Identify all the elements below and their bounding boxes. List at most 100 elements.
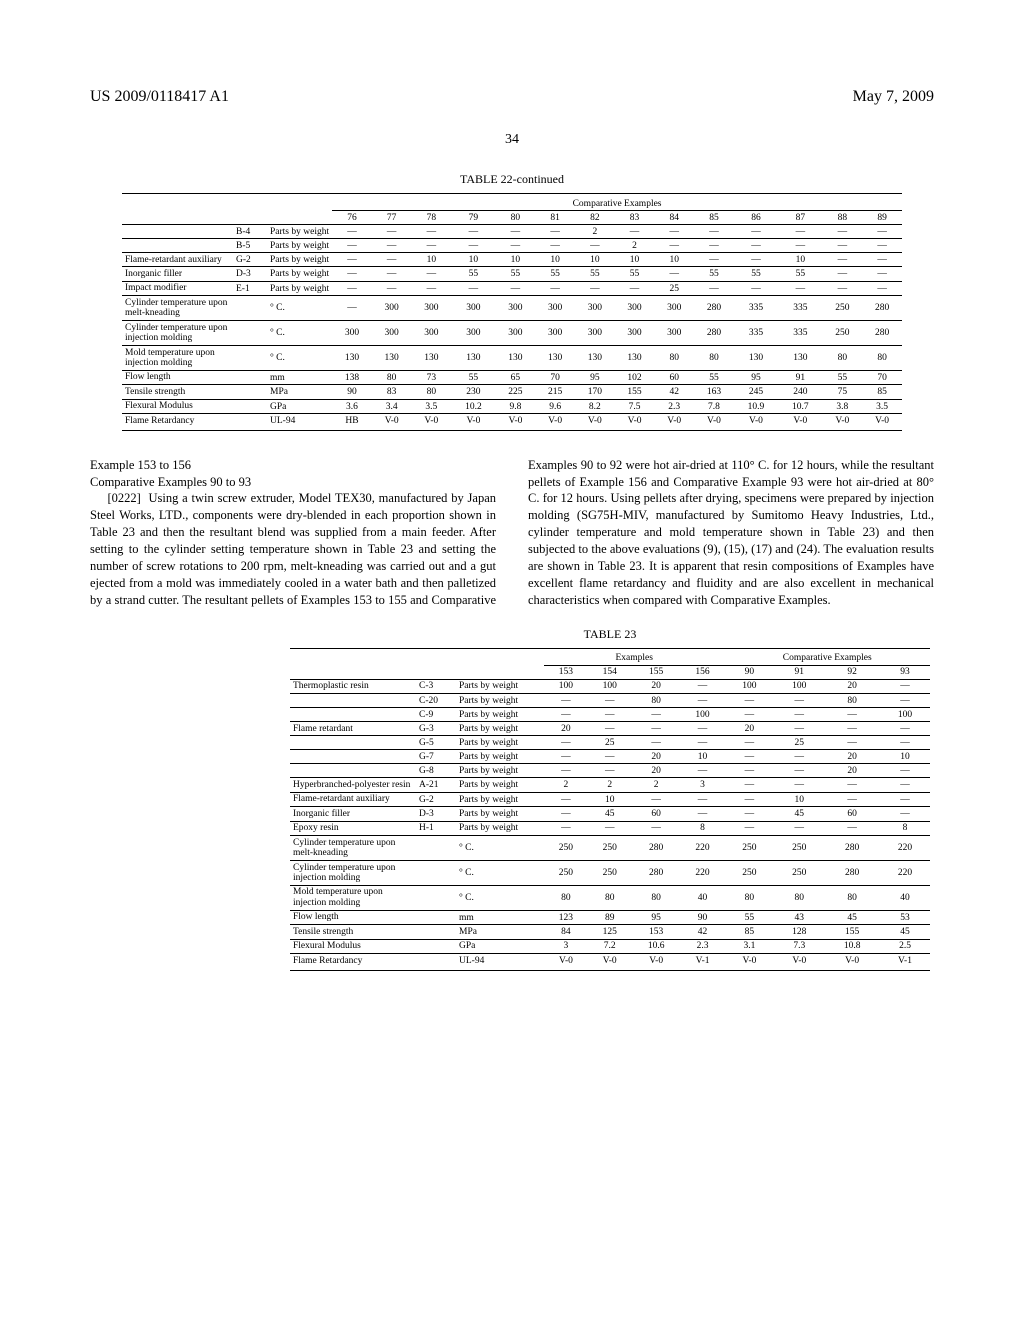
t22-unit: UL-94 bbox=[267, 414, 332, 428]
t23-unit: Parts by weight bbox=[456, 778, 544, 792]
t23-cell: 3 bbox=[544, 939, 588, 953]
t22-cell: 3.5 bbox=[412, 399, 452, 413]
t22-unit: Parts by weight bbox=[267, 239, 332, 253]
t23-unit: Parts by weight bbox=[456, 750, 544, 764]
t23-cell: 20 bbox=[632, 764, 681, 778]
t23-cell: — bbox=[588, 821, 632, 835]
t23-cell: 2 bbox=[588, 778, 632, 792]
t22-unit: ° C. bbox=[267, 321, 332, 346]
t23-unit: ° C. bbox=[456, 885, 544, 910]
t22-cell: 55 bbox=[694, 370, 734, 384]
t22-cell: 300 bbox=[412, 321, 452, 346]
t22-code bbox=[233, 385, 267, 399]
table23-title: TABLE 23 bbox=[290, 627, 930, 642]
t22-cell: 155 bbox=[615, 385, 655, 399]
t22-cell: 300 bbox=[496, 296, 536, 321]
t23-cell: — bbox=[774, 821, 824, 835]
t22-cell: 163 bbox=[694, 385, 734, 399]
t22-cell: — bbox=[575, 239, 615, 253]
t23-cell: 84 bbox=[544, 925, 588, 939]
t23-cell: 2.5 bbox=[880, 939, 930, 953]
t23-cell: 45 bbox=[774, 807, 824, 821]
t23-unit: GPa bbox=[456, 939, 544, 953]
t23-cell: V-0 bbox=[544, 954, 588, 968]
t22-cell: 230 bbox=[451, 385, 495, 399]
t22-col: 79 bbox=[451, 211, 495, 225]
publication-number: US 2009/0118417 A1 bbox=[90, 88, 229, 106]
t22-col: 76 bbox=[332, 211, 372, 225]
t22-cell: 102 bbox=[615, 370, 655, 384]
t22-cell: 10 bbox=[451, 253, 495, 267]
t22-cell: — bbox=[734, 281, 778, 295]
t23-cell: 155 bbox=[824, 925, 880, 939]
t22-cell: 85 bbox=[862, 385, 902, 399]
t23-cell: V-0 bbox=[588, 954, 632, 968]
paragraph-col1: Using a twin screw extruder, Model TEX30… bbox=[90, 491, 496, 606]
t22-cell: — bbox=[615, 281, 655, 295]
t23-cell: 100 bbox=[588, 679, 632, 693]
t22-cell: — bbox=[862, 225, 902, 239]
t22-cell: V-0 bbox=[734, 414, 778, 428]
t22-cell: 280 bbox=[694, 321, 734, 346]
t22-rowlabel: Impact modifier bbox=[122, 281, 233, 295]
t23-cell: — bbox=[681, 679, 725, 693]
t22-cell: 10 bbox=[496, 253, 536, 267]
t23-cell: 280 bbox=[632, 861, 681, 886]
t22-cell: 300 bbox=[451, 296, 495, 321]
t23-cell: 40 bbox=[880, 885, 930, 910]
t22-col: 85 bbox=[694, 211, 734, 225]
t23-cell: 125 bbox=[588, 925, 632, 939]
t22-rowlabel: Inorganic filler bbox=[122, 267, 233, 281]
t22-cell: 90 bbox=[332, 385, 372, 399]
publication-date: May 7, 2009 bbox=[853, 88, 934, 106]
t23-unit: Parts by weight bbox=[456, 764, 544, 778]
t23-code bbox=[416, 910, 456, 924]
t22-cell: 130 bbox=[615, 346, 655, 371]
t22-cell: 300 bbox=[451, 321, 495, 346]
t22-rowlabel: Cylinder temperature upon injection mold… bbox=[122, 321, 233, 346]
t23-cell: 10.8 bbox=[824, 939, 880, 953]
t22-cell: V-0 bbox=[451, 414, 495, 428]
t22-cell: — bbox=[332, 225, 372, 239]
t23-unit: ° C. bbox=[456, 836, 544, 861]
t23-cell: — bbox=[544, 821, 588, 835]
t22-cell: 55 bbox=[734, 267, 778, 281]
t23-cell: — bbox=[880, 778, 930, 792]
t23-cell: 250 bbox=[724, 836, 774, 861]
t22-cell: 130 bbox=[778, 346, 822, 371]
t22-cell: 335 bbox=[778, 321, 822, 346]
t23-cell: 123 bbox=[544, 910, 588, 924]
t23-cell: 20 bbox=[632, 679, 681, 693]
t23-cell: 42 bbox=[681, 925, 725, 939]
t22-cell: — bbox=[823, 253, 863, 267]
t22-cell: 130 bbox=[575, 346, 615, 371]
t23-unit: Parts by weight bbox=[456, 694, 544, 708]
t22-cell: — bbox=[694, 239, 734, 253]
t22-cell: 10.7 bbox=[778, 399, 822, 413]
t22-cell: V-0 bbox=[862, 414, 902, 428]
t22-col: 77 bbox=[372, 211, 412, 225]
page-number: 34 bbox=[90, 132, 934, 148]
t22-rowlabel bbox=[122, 239, 233, 253]
t23-cell: — bbox=[588, 694, 632, 708]
t22-cell: 10 bbox=[778, 253, 822, 267]
t23-cell: V-1 bbox=[681, 954, 725, 968]
t22-col: 82 bbox=[575, 211, 615, 225]
t23-cell: 95 bbox=[632, 910, 681, 924]
t23-cell: 55 bbox=[724, 910, 774, 924]
t22-cell: 280 bbox=[862, 296, 902, 321]
t23-cell: — bbox=[880, 694, 930, 708]
t23-cell: 20 bbox=[824, 750, 880, 764]
t23-cell: — bbox=[724, 694, 774, 708]
t23-cell: — bbox=[681, 764, 725, 778]
t23-rowlabel: Flexural Modulus bbox=[290, 939, 416, 953]
t22-rowlabel: Flame-retardant auxiliary bbox=[122, 253, 233, 267]
t23-cell: — bbox=[632, 792, 681, 806]
t22-cell: — bbox=[823, 225, 863, 239]
table-23: Examples Comparative Examples 1531541551… bbox=[290, 648, 930, 971]
t23-code: H-1 bbox=[416, 821, 456, 835]
t22-cell: HB bbox=[332, 414, 372, 428]
t22-cell: V-0 bbox=[823, 414, 863, 428]
t22-cell: 91 bbox=[778, 370, 822, 384]
t23-col: 93 bbox=[880, 665, 930, 679]
